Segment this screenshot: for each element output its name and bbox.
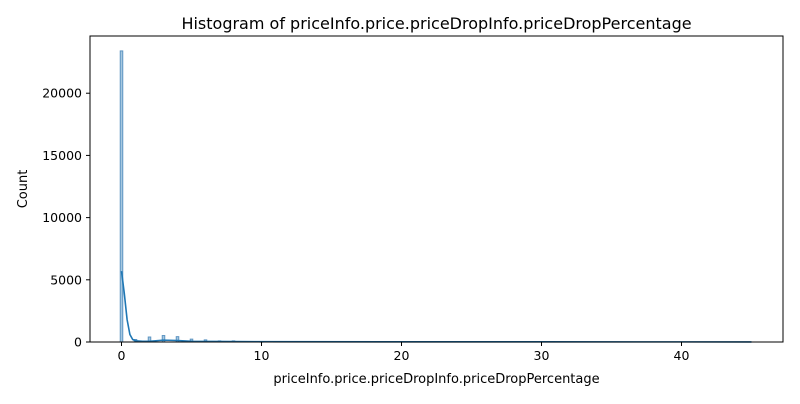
x-axis-label: priceInfo.price.priceDropInfo.priceDropP… — [273, 372, 599, 387]
y-axis: 0 5000 10000 15000 20000 — [42, 86, 90, 350]
x-tick-label-10: 10 — [254, 348, 270, 363]
y-tick-label-0: 0 — [74, 335, 82, 350]
histogram-bar-0 — [119, 50, 124, 343]
y-axis-label: Count — [16, 170, 31, 209]
chart-title: Histogram of priceInfo.price.priceDropIn… — [181, 14, 691, 33]
plot-area — [119, 50, 752, 343]
x-tick-label-40: 40 — [674, 348, 690, 363]
kde-line — [120, 271, 752, 343]
plot-frame — [89, 35, 784, 343]
y-tick-label-20000: 20000 — [42, 86, 82, 101]
y-tick-label-5000: 5000 — [50, 272, 82, 287]
x-tick-label-20: 20 — [394, 348, 410, 363]
y-tick-label-15000: 15000 — [42, 148, 82, 163]
x-axis: 0 10 20 30 40 — [118, 342, 690, 363]
y-tick-label-10000: 10000 — [42, 210, 82, 225]
histogram-bar-3 — [161, 335, 166, 343]
x-tick-label-0: 0 — [118, 348, 126, 363]
x-tick-label-30: 30 — [534, 348, 550, 363]
